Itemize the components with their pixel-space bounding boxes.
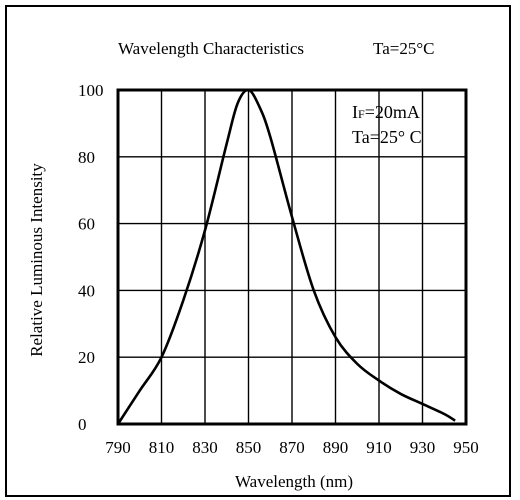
y-axis-label: Relative Luminous Intensity (27, 163, 46, 357)
x-tick-label-5: 890 (323, 438, 349, 457)
annotation-temperature: Ta=25° C (352, 127, 422, 147)
y-tick-label-0: 0 (78, 415, 87, 434)
x-tick-label-6: 910 (366, 438, 392, 457)
y-tick-label-2: 40 (78, 281, 95, 300)
y-tick-label-4: 80 (78, 148, 95, 167)
x-tick-label-3: 850 (236, 438, 262, 457)
annotation-current-main: I (352, 102, 358, 122)
y-tick-labels: 0 20 40 60 80 100 (78, 81, 104, 434)
y-tick-label-1: 20 (78, 348, 95, 367)
annotation-current-sub: F (358, 107, 365, 121)
y-tick-label-3: 60 (78, 215, 95, 234)
annotation-current-value: =20mA (365, 102, 420, 122)
plot-border (116, 88, 468, 426)
x-tick-label-7: 930 (410, 438, 436, 457)
x-tick-label-8: 950 (453, 438, 479, 457)
x-tick-labels: 790 810 830 850 870 890 910 930 950 (105, 438, 479, 457)
annotation-current: IF=20mA (352, 102, 420, 122)
y-tick-label-5: 100 (78, 81, 104, 100)
chart-title: Wavelength Characteristics (118, 39, 304, 58)
series-line (116, 88, 456, 425)
chart-title-condition: Ta=25°C (373, 39, 434, 58)
figure-frame (5, 5, 511, 497)
x-axis-label: Wavelength (nm) (235, 472, 353, 491)
x-tick-label-4: 870 (279, 438, 305, 457)
x-tick-label-0: 790 (105, 438, 131, 457)
x-tick-label-1: 810 (149, 438, 175, 457)
x-tick-label-2: 830 (192, 438, 218, 457)
